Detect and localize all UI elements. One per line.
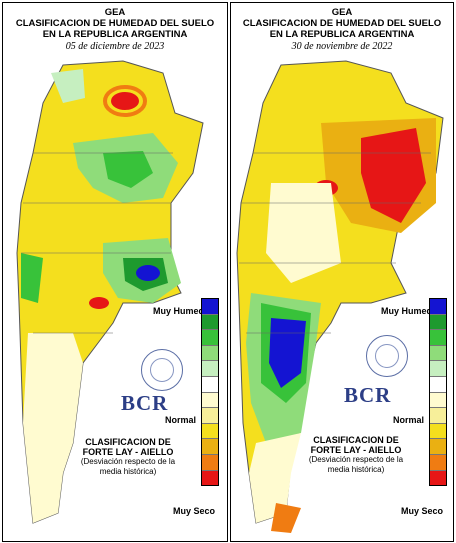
bcr-brand: BCR <box>121 391 169 415</box>
central-dry-hotspot <box>89 297 109 309</box>
patagonia-normal-zone <box>23 333 83 523</box>
southern-tip-orange <box>271 503 301 533</box>
legend-wet-label: Muy Humedo <box>153 306 210 316</box>
bcr-seal-logo <box>366 335 408 377</box>
header-2022: GEA CLASIFICACION DE HUMEDAD DEL SUELO E… <box>231 7 453 52</box>
legend-dry-label: Muy Seco <box>173 506 216 516</box>
legend-swatch <box>202 408 218 424</box>
south-normal-zone <box>249 433 301 523</box>
legend-swatch <box>202 392 218 409</box>
legend-swatch <box>430 376 446 393</box>
legend-scale-2023 <box>201 298 219 487</box>
map-date: 30 de noviembre de 2022 <box>291 41 393 52</box>
soil-moisture-map-2023 <box>16 60 204 524</box>
legend-swatch <box>202 330 218 346</box>
legend-swatch <box>202 314 218 331</box>
legend-swatch <box>430 345 446 362</box>
agency-label: GEA <box>331 7 353 18</box>
province-boundaries <box>21 152 173 334</box>
legend-swatch <box>430 314 446 331</box>
map-title-line1: CLASIFICACION DE HUMEDAD DEL SUELO <box>15 18 215 29</box>
patagonia-very-wet <box>269 318 306 388</box>
legend-swatch <box>202 361 218 377</box>
central-normal-zone <box>266 183 341 283</box>
bcr-brand: BCR <box>344 383 392 407</box>
legend-swatch <box>430 470 446 486</box>
legend-normal-label: Normal <box>393 415 425 425</box>
map-title-line1: CLASIFICACION DE HUMEDAD DEL SUELO <box>242 18 442 29</box>
legend-swatch <box>202 299 218 315</box>
soil-moisture-map-2022 <box>236 60 444 533</box>
map-panel-2023: GEA CLASIFICACION DE HUMEDAD DEL SUELO E… <box>2 2 228 542</box>
legend-swatch <box>202 423 218 440</box>
map-title-line2: EN LA REPUBLICA ARGENTINA <box>42 29 188 40</box>
legend-swatch <box>202 345 218 362</box>
legend-swatch <box>430 454 446 471</box>
buenos-aires-very-wet <box>136 265 160 281</box>
legend-swatch <box>430 392 446 409</box>
northeast-very-dry <box>361 128 426 223</box>
credits-2022: CLASIFICACION DE FORTE LAY - AIELLO (Des… <box>308 435 404 474</box>
legend-swatch <box>430 299 446 315</box>
legend-swatch <box>430 423 446 440</box>
legend-wet-label: Muy Humedo <box>381 306 438 316</box>
legend-swatch <box>430 439 446 455</box>
credits-2023: CLASIFICACION DE FORTE LAY - AIELLO (Des… <box>80 437 176 476</box>
agency-label: GEA <box>104 7 126 18</box>
legend-swatch <box>202 454 218 471</box>
province-boundaries <box>239 152 431 334</box>
legend-dry-label: Muy Seco <box>401 506 444 516</box>
map-panel-2022: GEA CLASIFICACION DE HUMEDAD DEL SUELO E… <box>230 2 454 542</box>
header-2023: GEA CLASIFICACION DE HUMEDAD DEL SUELO E… <box>3 7 227 52</box>
map-date: 05 de diciembre de 2023 <box>65 41 165 52</box>
legend-swatch <box>430 408 446 424</box>
andes-wet-strip <box>21 253 43 303</box>
legend-swatch <box>202 470 218 486</box>
legend-swatch <box>430 330 446 346</box>
north-dry-ring <box>103 85 147 117</box>
legend-normal-label: Normal <box>165 415 197 425</box>
map-title-line2: EN LA REPUBLICA ARGENTINA <box>269 29 415 40</box>
legend-swatch <box>202 439 218 455</box>
legend-swatch <box>202 376 218 393</box>
legend-swatch <box>430 361 446 377</box>
north-wet-core <box>103 151 153 188</box>
northwest-wet-zone <box>51 69 85 103</box>
north-dry-hotspot <box>111 92 139 110</box>
legend-scale-2022 <box>429 298 447 487</box>
bcr-seal-logo <box>141 349 183 391</box>
